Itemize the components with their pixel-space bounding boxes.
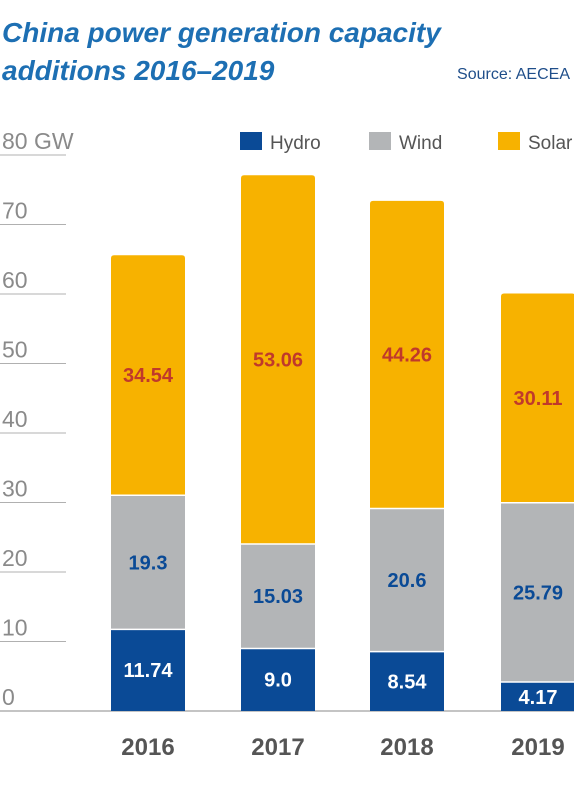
bar-hydro-2018: [370, 651, 444, 711]
bar-hydro-2016: [111, 629, 185, 711]
value-label: 19.3: [129, 552, 168, 574]
value-label: 44.26: [382, 345, 432, 367]
legend-swatch-wind: [369, 132, 391, 150]
y-tick-label: 70: [2, 198, 28, 224]
x-category-label: 2017: [251, 734, 304, 761]
bar-hydro-2017: [241, 648, 315, 711]
y-tick-label: 10: [2, 615, 28, 641]
bar-solar-2019: [501, 293, 574, 503]
y-tick-label: 40: [2, 406, 28, 432]
bar-wind-2019: [501, 502, 574, 683]
legend-label-solar: Solar: [528, 133, 573, 154]
bar-solar-2018: [370, 200, 444, 509]
x-category-label: 2019: [511, 734, 564, 761]
value-label: 15.03: [253, 586, 303, 608]
value-label: 4.17: [519, 687, 558, 709]
source-note: Source: AECEA: [457, 66, 570, 83]
bar-hydro-2019: [501, 682, 574, 711]
value-label: 9.0: [264, 670, 292, 692]
y-tick-label: 80 GW: [2, 128, 74, 154]
x-category-label: 2018: [380, 734, 433, 761]
bar-solar-2016: [111, 255, 185, 496]
y-tick-label: 50: [2, 337, 28, 363]
value-label: 25.79: [513, 582, 563, 604]
legend-label-hydro: Hydro: [270, 133, 321, 154]
y-tick-label: 60: [2, 267, 28, 293]
x-category-label: 2016: [121, 734, 174, 761]
bar-wind-2018: [370, 508, 444, 652]
y-tick-label: 0: [2, 684, 15, 710]
value-label: 20.6: [388, 570, 427, 592]
value-label: 34.54: [123, 365, 174, 387]
value-label: 11.74: [124, 660, 174, 682]
value-label: 30.11: [514, 388, 563, 410]
chart-title: China power generation capacity addition…: [2, 17, 441, 86]
bar-solar-2017: [241, 175, 315, 544]
legend-swatch-solar: [498, 132, 520, 150]
legend-swatch-hydro: [240, 132, 262, 150]
bar-wind-2016: [111, 495, 185, 630]
y-tick-label: 30: [2, 476, 28, 502]
value-label: 8.54: [388, 671, 428, 693]
bar-wind-2017: [241, 543, 315, 649]
y-tick-label: 20: [2, 545, 28, 571]
value-label: 53.06: [253, 350, 303, 372]
legend-label-wind: Wind: [399, 133, 442, 154]
